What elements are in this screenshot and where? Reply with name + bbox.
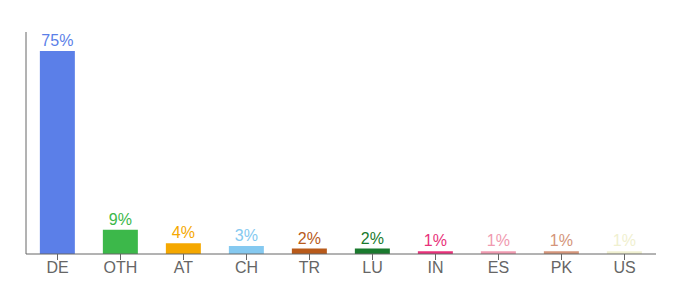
svg-text:DE: DE	[46, 259, 68, 276]
svg-text:4%: 4%	[172, 224, 195, 241]
svg-text:CH: CH	[235, 259, 258, 276]
svg-text:1%: 1%	[424, 232, 447, 249]
svg-text:3%: 3%	[235, 227, 258, 244]
svg-text:ES: ES	[488, 259, 509, 276]
svg-text:9%: 9%	[109, 211, 132, 228]
svg-text:1%: 1%	[550, 232, 573, 249]
svg-text:75%: 75%	[41, 32, 73, 49]
svg-text:AT: AT	[174, 259, 193, 276]
svg-text:OTH: OTH	[104, 259, 138, 276]
svg-text:TR: TR	[299, 259, 320, 276]
svg-text:PK: PK	[551, 259, 573, 276]
svg-text:1%: 1%	[613, 232, 636, 249]
svg-text:1%: 1%	[487, 232, 510, 249]
svg-text:2%: 2%	[361, 230, 384, 247]
svg-text:IN: IN	[428, 259, 444, 276]
svg-text:2%: 2%	[298, 230, 321, 247]
svg-text:US: US	[613, 259, 635, 276]
svg-text:LU: LU	[362, 259, 382, 276]
